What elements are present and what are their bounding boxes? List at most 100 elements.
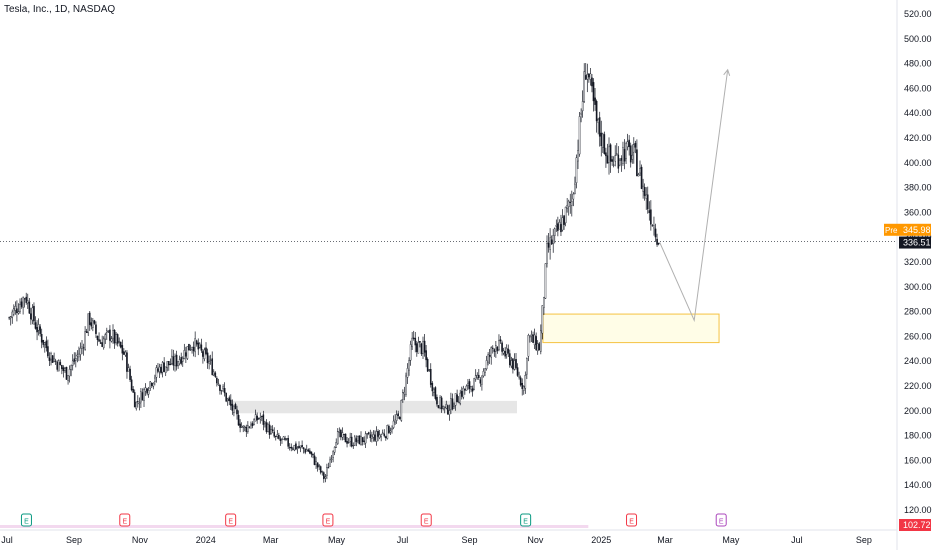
candle-body [571,200,573,206]
candle-body [440,397,443,410]
candle-body [202,351,204,357]
candle-body [611,159,613,162]
x-tick-label: Jul [397,535,409,545]
earnings-marker[interactable] [715,513,727,527]
candle-body [566,204,568,209]
candle-body [400,399,403,421]
candle-body [588,73,590,78]
candle-body [389,430,392,433]
candle-body [118,341,121,343]
candle-body [597,119,599,123]
candle-body [217,383,220,385]
candle-body [364,433,367,444]
projection-path [659,69,729,323]
candle-body [188,343,190,351]
candle-body [437,405,440,409]
pre-tag-label: Pre [885,226,898,235]
candle-body [626,141,629,148]
earnings-marker[interactable] [20,513,32,527]
candle-body [654,228,657,238]
earnings-marker[interactable] [520,513,532,527]
candle-body [603,134,606,154]
candle-body [633,144,635,153]
candle-body [299,445,302,448]
candle-body [648,210,651,214]
candle-body [505,347,508,355]
candle-body [135,401,138,409]
pre-price-tag-bg [899,223,931,236]
candle-body [250,424,252,429]
candle-body [657,243,660,245]
candle-body [212,371,215,376]
x-tick-label: Nov [527,535,544,545]
earnings-marker-label: E [424,519,429,526]
candle-body [405,375,407,395]
candle-body [171,355,173,364]
candle-body [92,320,94,328]
earnings-marker[interactable] [119,513,131,527]
candle-body [501,342,503,352]
candle-body [140,391,142,403]
candle-body [26,300,29,304]
y-tick-label: 160.00 [904,455,932,465]
candle-body [310,451,313,455]
candle-body [301,445,303,447]
candle-body [251,423,254,427]
candle-body [522,386,525,391]
candle-body [620,157,623,161]
candle-body [594,97,596,105]
candle-body [374,434,376,441]
candle-body [307,449,310,452]
candle-body [464,388,466,391]
candle-body [495,345,497,352]
candle-body [473,378,475,391]
candle-body [558,221,561,230]
candle-body [79,348,82,355]
candle-body [124,351,127,356]
candle-body [181,357,184,362]
candle-body [199,343,201,348]
x-tick-label: Nov [132,535,149,545]
candle-body [646,194,649,210]
candle-body [174,356,176,366]
earnings-marker[interactable] [225,513,237,527]
candle-body [567,200,570,208]
candle-body [378,434,381,438]
candle-body [636,149,638,177]
candle-body [284,438,286,440]
candle-body [572,193,575,200]
candle-body [62,367,65,372]
candle-body [631,154,634,160]
candle-body [271,429,274,432]
earnings-marker[interactable] [322,513,334,527]
candle-body [130,379,133,391]
candle-body [608,146,610,163]
candle-body [40,334,43,343]
candle-body [273,431,276,437]
candle-body [509,353,511,366]
candle-body [257,418,260,420]
candle-body [216,377,218,384]
candle-body [211,358,214,375]
candle-body [47,346,49,357]
earnings-marker-label: E [326,519,331,526]
earnings-marker[interactable] [626,513,638,527]
candle-body [256,415,258,421]
candle-body [189,349,192,351]
candle-body [426,359,429,372]
earnings-marker[interactable] [420,513,432,527]
candle-body [31,307,34,321]
x-tick-label: May [328,535,346,545]
y-tick-label: 240.00 [904,356,932,366]
candle-body [436,397,438,405]
demand-zone [542,313,720,344]
candle-body [87,313,90,333]
candle-body [231,403,234,411]
candle-body [349,437,351,442]
candle-body [292,448,294,450]
candle-body [344,433,347,443]
candle-body [84,331,86,350]
candle-body [402,392,404,400]
candle-body [628,139,630,148]
